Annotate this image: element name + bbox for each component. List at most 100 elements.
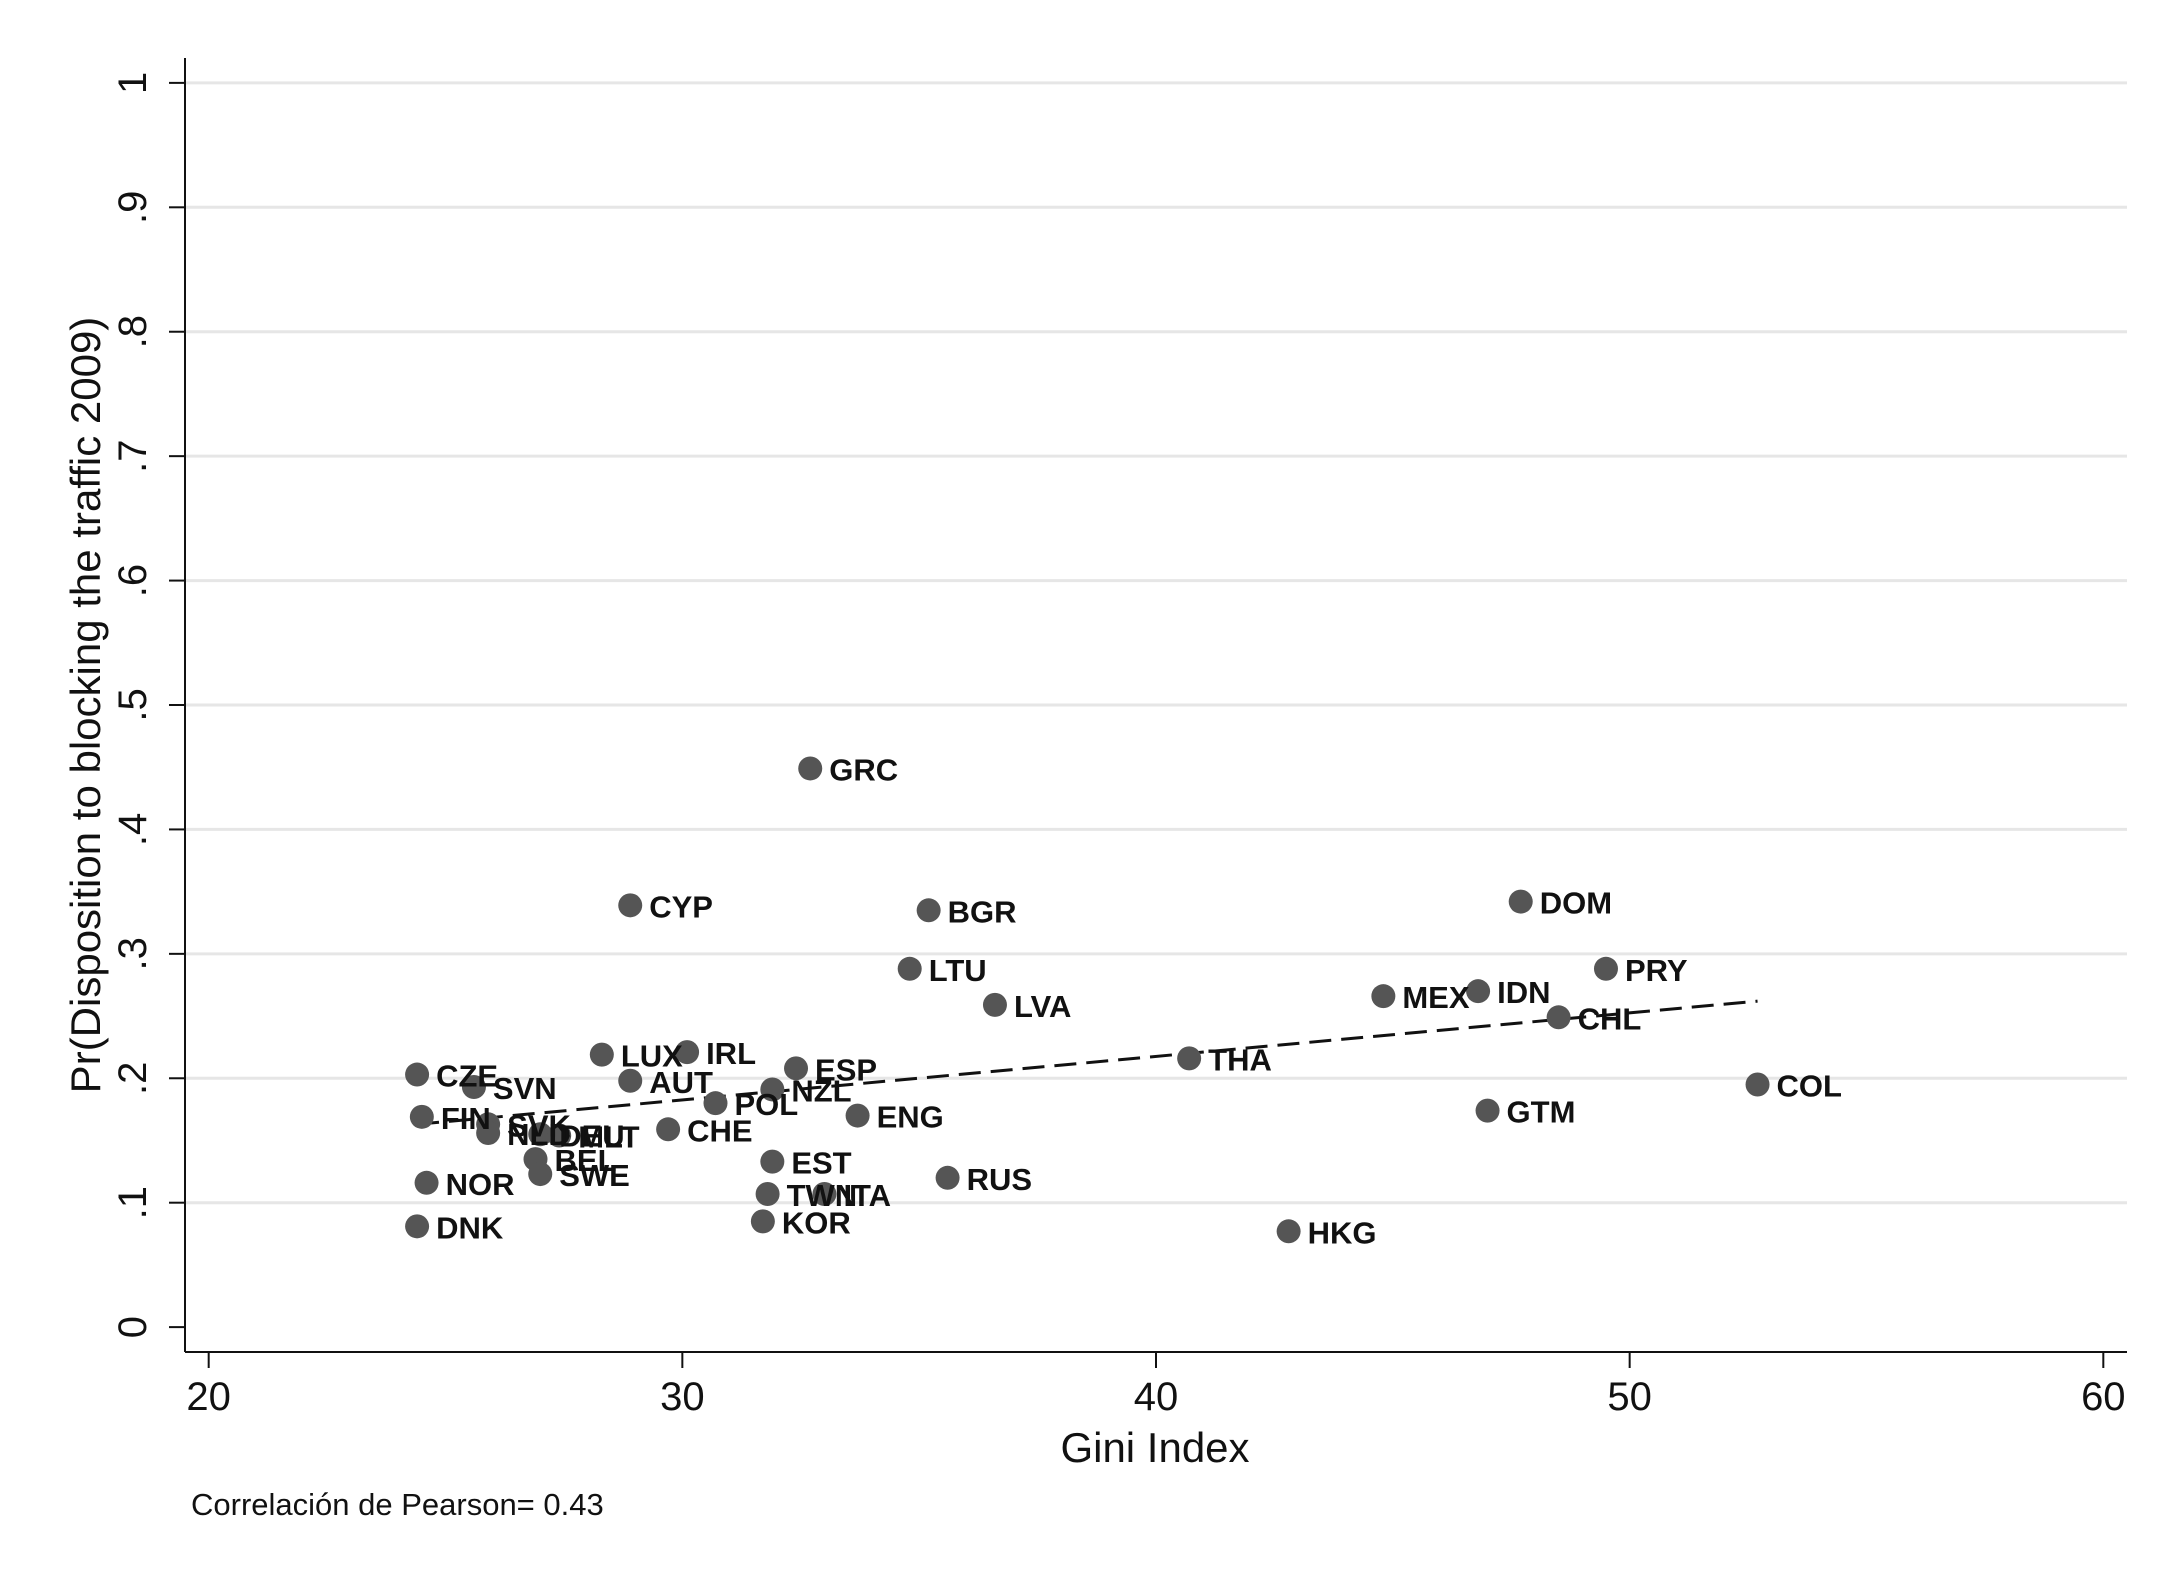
- point-label: NZL: [791, 1073, 851, 1108]
- fit-line: [416, 999, 1758, 1126]
- x-tick-label: 30: [660, 1375, 705, 1419]
- data-point: [1466, 979, 1491, 1004]
- fit-line-group: [416, 999, 1758, 1126]
- point-label: PRY: [1625, 953, 1688, 988]
- point-label: LVA: [1014, 989, 1071, 1024]
- data-point: [1276, 1219, 1301, 1244]
- point-label: COL: [1777, 1068, 1842, 1103]
- point-label: NLD: [507, 1117, 571, 1152]
- data-point: [703, 1091, 728, 1116]
- point-label: KOR: [782, 1205, 851, 1240]
- data-point: [1745, 1072, 1770, 1097]
- data-point: [812, 1181, 837, 1206]
- y-tick-label: .5: [111, 688, 155, 721]
- gridlines: [185, 81, 2127, 1205]
- x-axis-title: Gini Index: [1060, 1424, 1249, 1471]
- y-tick-label: .3: [111, 937, 155, 970]
- x-tick-label: 50: [1607, 1375, 1652, 1419]
- point-label: FIN: [441, 1101, 491, 1136]
- data-point: [916, 898, 941, 923]
- point-label: CHE: [687, 1113, 752, 1148]
- point-label: AUT: [649, 1065, 713, 1100]
- data-point: [935, 1165, 960, 1190]
- point-label: DOM: [1540, 886, 1612, 921]
- y-tick-label: .7: [111, 439, 155, 472]
- point-label: HKG: [1308, 1215, 1377, 1250]
- point-label: NOR: [446, 1167, 515, 1202]
- y-ticks: 0 .1 .2 .3 .4 .5 .6 .7 .8 .9 1: [111, 72, 185, 1338]
- point-label: CHL: [1578, 1001, 1642, 1036]
- data-point: [405, 1214, 430, 1239]
- data-point: [1475, 1098, 1500, 1123]
- point-label: THA: [1208, 1042, 1272, 1077]
- point-label: BGR: [948, 894, 1017, 929]
- point-label: BEL: [555, 1143, 617, 1178]
- point-label: SWE: [559, 1158, 630, 1193]
- data-point: [528, 1122, 553, 1147]
- data-point: [618, 893, 643, 918]
- y-tick-label: 0: [111, 1316, 155, 1338]
- y-tick-label: .1: [111, 1186, 155, 1219]
- data-point: [750, 1209, 775, 1234]
- data-point: [897, 956, 922, 981]
- point-label: RUS: [967, 1162, 1032, 1197]
- point-label: ESP: [815, 1052, 877, 1087]
- point-label: CZE: [436, 1059, 498, 1094]
- data-point: [405, 1062, 430, 1087]
- data-point: [1371, 984, 1396, 1009]
- y-tick-label: .6: [111, 564, 155, 597]
- data-point: [547, 1123, 572, 1148]
- point-label: MLT: [578, 1120, 639, 1155]
- x-tick-label: 40: [1134, 1375, 1179, 1419]
- y-tick-label: 1: [111, 72, 155, 94]
- data-point: [461, 1074, 486, 1099]
- data-point: [656, 1117, 681, 1142]
- point-label: SVK: [507, 1108, 571, 1143]
- data-point: [760, 1149, 785, 1174]
- point-label: CYP: [649, 889, 713, 924]
- x-tick-label: 20: [186, 1375, 231, 1419]
- point-label: GTM: [1507, 1095, 1576, 1130]
- y-axis-title: Pr(Disposition to blocking the traffic 2…: [62, 317, 109, 1094]
- data-point: [618, 1068, 643, 1093]
- data-point: [982, 992, 1007, 1017]
- x-tick-label: 60: [2081, 1375, 2126, 1419]
- data-point: [1593, 956, 1618, 981]
- point-label: IRL: [706, 1036, 756, 1071]
- x-ticks: 20 30 40 50 60: [186, 1352, 2126, 1419]
- data-point: [1508, 889, 1533, 914]
- point-label: ITA: [843, 1178, 891, 1213]
- point-label: ENG: [877, 1100, 944, 1135]
- point-label: IDN: [1497, 975, 1550, 1010]
- point-label: DEU: [559, 1118, 624, 1153]
- point-label: LUX: [621, 1039, 683, 1074]
- data-point: [409, 1104, 434, 1129]
- data-point: [675, 1040, 700, 1065]
- data-point: [798, 756, 823, 781]
- point-label: GRC: [829, 752, 898, 787]
- data-point: [845, 1103, 870, 1128]
- data-point: [760, 1077, 785, 1102]
- data-point: [414, 1170, 439, 1195]
- point-label: DNK: [436, 1210, 504, 1245]
- point-label: POL: [734, 1087, 798, 1122]
- data-point: [528, 1162, 553, 1187]
- point-label: TWN: [787, 1178, 858, 1213]
- point-labels: GRC CYP BGR DOM LTU PRY LVA MEX IDN CHL THA COL GTM H…: [436, 752, 1842, 1250]
- point-label: EST: [791, 1146, 851, 1181]
- data-point: [755, 1181, 780, 1206]
- pearson-note: Correlación de Pearson= 0.43: [191, 1487, 604, 1522]
- data-point: [476, 1121, 501, 1146]
- y-tick-label: .9: [111, 191, 155, 224]
- point-label: MEX: [1402, 980, 1470, 1015]
- data-point: [1177, 1046, 1202, 1071]
- y-tick-label: .4: [111, 813, 155, 846]
- point-label: LTU: [929, 953, 987, 988]
- data-point: [1546, 1005, 1571, 1030]
- data-points: [405, 756, 1770, 1244]
- point-label: SVN: [493, 1071, 557, 1106]
- y-tick-label: .8: [111, 315, 155, 348]
- data-point: [784, 1056, 809, 1081]
- y-tick-label: .2: [111, 1062, 155, 1095]
